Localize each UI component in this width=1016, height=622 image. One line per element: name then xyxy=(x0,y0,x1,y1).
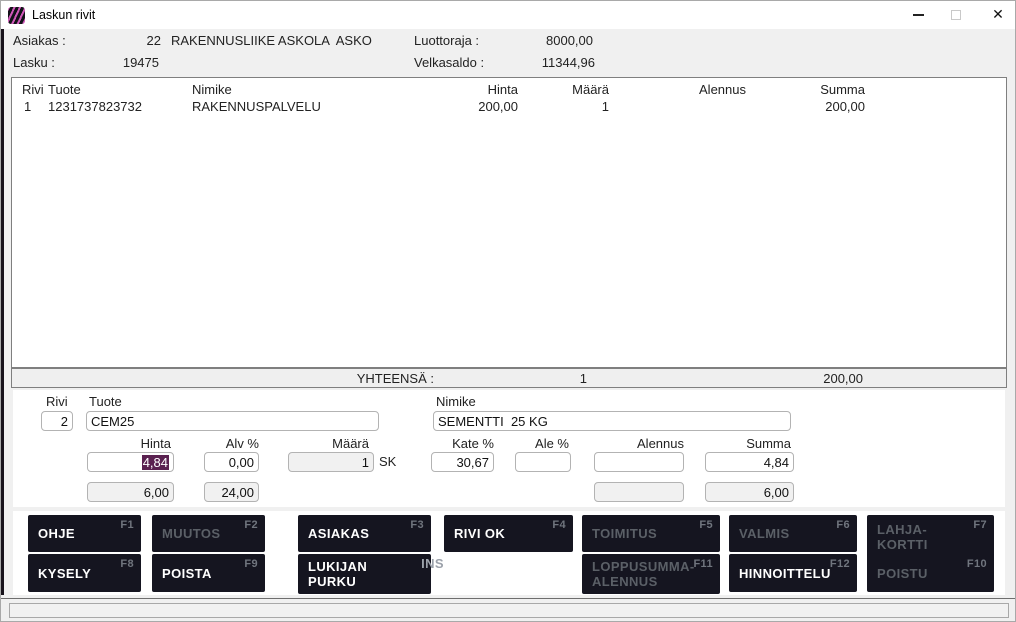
maximize-button xyxy=(939,1,973,29)
form-ale-label: Ale % xyxy=(535,436,569,451)
function-buttons: OHJE F1 MUUTOS F2 ASIAKAS F3 RIVI OK F4 TOIM… xyxy=(13,511,1005,595)
status-bar xyxy=(1,598,1015,621)
form-kate-label: Kate % xyxy=(452,436,494,451)
close-button[interactable]: ✕ xyxy=(981,1,1015,29)
form-hinta2-input[interactable] xyxy=(87,482,174,502)
total-sum: 200,00 xyxy=(823,371,863,386)
debt-balance-value: 11344,96 xyxy=(541,55,595,70)
muutos-button: MUUTOS F2 xyxy=(152,515,265,552)
credit-limit-value: 8000,00 xyxy=(546,33,593,48)
poistu-button: POISTU F10 xyxy=(867,554,994,592)
col-header-tuote: Tuote xyxy=(48,82,81,97)
form-nimike-input[interactable] xyxy=(433,411,791,431)
hinnoittelu-button[interactable]: HINNOITTELU F12 xyxy=(729,554,857,592)
form-hinta-label: Hinta xyxy=(140,436,171,451)
totals-bar: YHTEENSÄ : 1 200,00 xyxy=(11,368,1007,388)
window-title: Laskun rivit xyxy=(32,8,96,22)
row-maara: 1 xyxy=(601,99,609,114)
total-label: YHTEENSÄ : xyxy=(356,371,434,386)
customer-number: 22 xyxy=(146,33,161,48)
form-alennus2-input[interactable] xyxy=(594,482,684,502)
line-edit-form: Rivi Tuote Nimike Hinta Alv % Määrä Kate… xyxy=(13,390,1005,507)
invoice-lines-table: Rivi Tuote Nimike Hinta Määrä Alennus Su… xyxy=(11,77,1007,368)
form-nimike-label: Nimike xyxy=(436,394,476,409)
col-header-nimike: Nimike xyxy=(192,82,232,97)
minimize-button[interactable] xyxy=(901,1,935,29)
debt-balance-label: Velkasaldo : xyxy=(414,55,485,70)
f2-key-label: F2 xyxy=(244,519,258,531)
ins-key-label: INS xyxy=(421,556,444,571)
form-maara-label: Määrä xyxy=(332,436,369,451)
status-message-field xyxy=(9,603,1009,618)
f4-key-label: F4 xyxy=(552,519,566,531)
rivi-ok-button[interactable]: RIVI OK F4 xyxy=(444,515,573,552)
background-window-edge-left xyxy=(1,29,4,595)
form-alv2-input[interactable] xyxy=(204,482,259,502)
ohje-button[interactable]: OHJE F1 xyxy=(28,515,141,552)
form-tuote-label: Tuote xyxy=(89,394,122,409)
form-rivi-label: Rivi xyxy=(46,394,68,409)
form-summa-input[interactable] xyxy=(705,452,794,472)
minimize-icon xyxy=(912,14,924,16)
form-kate-input[interactable] xyxy=(431,452,494,472)
form-rivi-input[interactable] xyxy=(41,411,73,431)
row-tuote: 1231737823732 xyxy=(48,99,142,114)
app-logo-icon xyxy=(8,7,25,24)
kysely-button[interactable]: KYSELY F8 xyxy=(28,554,141,592)
lahjakortti-button: LAHJA- KORTTI F7 xyxy=(867,515,994,558)
form-alennus-input[interactable] xyxy=(594,452,684,472)
toimitus-button: TOIMITUS F5 xyxy=(582,515,720,552)
row-hinta: 200,00 xyxy=(478,99,518,114)
credit-limit-label: Luottoraja : xyxy=(414,33,480,48)
f9-key-label: F9 xyxy=(244,558,258,570)
row-nimike: RAKENNUSPALVELU xyxy=(192,99,321,114)
valmis-button: VALMIS F6 xyxy=(729,515,857,552)
form-alv-input[interactable] xyxy=(204,452,259,472)
row-rivi: 1 xyxy=(24,99,32,114)
form-ale-input[interactable] xyxy=(515,452,571,472)
f12-key-label: F12 xyxy=(829,558,850,570)
f3-key-label: F3 xyxy=(410,519,424,531)
f11-key-label: F11 xyxy=(693,558,713,570)
f6-key-label: F6 xyxy=(836,519,850,531)
form-alv-label: Alv % xyxy=(225,436,259,451)
title-bar: Laskun rivit ✕ xyxy=(1,1,1015,29)
invoice-label: Lasku : xyxy=(13,55,55,70)
lukijan-purku-button[interactable]: LUKIJAN PURKU INS xyxy=(298,554,444,594)
customer-name: RAKENNUSLIIKE ASKOLA ASKO xyxy=(171,33,372,48)
form-hinta-input[interactable]: 4,84 xyxy=(87,452,174,472)
form-summa-label: Summa xyxy=(746,436,791,451)
form-maara-input[interactable] xyxy=(288,452,374,472)
poista-button[interactable]: POISTA F9 xyxy=(152,554,265,592)
col-header-rivi: Rivi xyxy=(22,82,44,97)
f5-key-label: F5 xyxy=(699,519,713,531)
form-alennus-label: Alennus xyxy=(637,436,684,451)
f1-key-label: F1 xyxy=(120,519,134,531)
invoice-number: 19475 xyxy=(122,55,159,70)
col-header-hinta: Hinta xyxy=(487,82,518,97)
close-icon: ✕ xyxy=(992,7,1004,23)
form-tuote-input[interactable] xyxy=(86,411,379,431)
form-summa2-input[interactable] xyxy=(705,482,794,502)
asiakas-button[interactable]: ASIAKAS F3 xyxy=(298,515,431,552)
f8-key-label: F8 xyxy=(120,558,134,570)
loppusumma-alennus-button: LOPPUSUMMA- ALENNUS F11 xyxy=(582,554,720,594)
total-quantity: 1 xyxy=(579,371,587,386)
col-header-summa: Summa xyxy=(820,82,865,97)
col-header-alennus: Alennus xyxy=(699,82,746,97)
maximize-icon xyxy=(951,10,961,20)
row-summa: 200,00 xyxy=(825,99,865,114)
f7-key-label: F7 xyxy=(973,519,987,531)
selected-text: 4,84 xyxy=(141,454,169,470)
f10-key-label: F10 xyxy=(966,558,987,570)
form-maara-unit: SK xyxy=(379,454,397,469)
col-header-maara: Määrä xyxy=(572,82,609,97)
customer-label: Asiakas : xyxy=(13,33,66,48)
